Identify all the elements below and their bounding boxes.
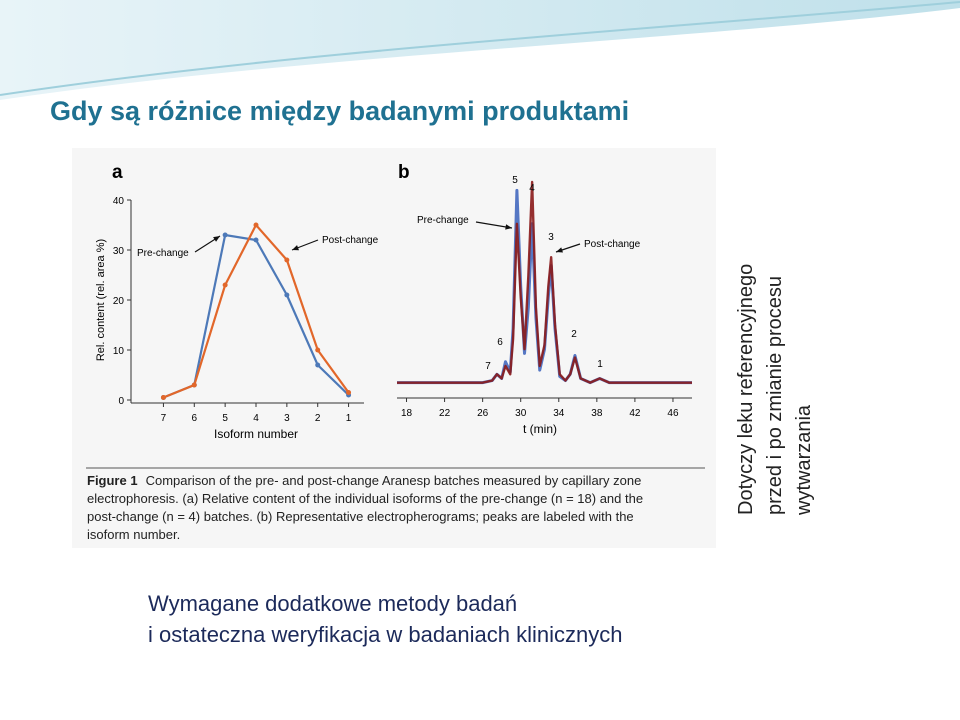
- arrow-head: [505, 224, 512, 230]
- caption-line: electrophoresis. (a) Relative content of…: [87, 491, 643, 506]
- legend-label: Post-change: [584, 239, 641, 250]
- peak-label: 5: [512, 175, 518, 186]
- side-note: Dotyczy leku referencyjnego: [735, 264, 757, 515]
- x-tick-label: 7: [161, 413, 167, 424]
- figure-bg: [72, 148, 716, 548]
- peak-label: 7: [485, 361, 491, 372]
- point: [191, 382, 197, 388]
- y-tick-label: 40: [113, 196, 125, 207]
- x-tick-label: 3: [284, 413, 290, 424]
- point: [253, 222, 259, 228]
- peak-label: 3: [548, 232, 554, 243]
- x-tick-label: 46: [667, 408, 679, 419]
- caption-line: isoform number.: [87, 527, 180, 542]
- side-note: wytwarzania: [793, 404, 815, 516]
- peak-label: 4: [529, 183, 535, 194]
- point: [284, 292, 290, 298]
- arrow-head: [556, 247, 563, 253]
- y-tick-label: 10: [113, 346, 125, 357]
- panel-label: b: [398, 162, 410, 183]
- x-tick-label: 1: [346, 413, 352, 424]
- footer-text: Wymagane dodatkowe metody badań: [148, 591, 517, 616]
- y-tick-label: 30: [113, 246, 125, 257]
- point: [315, 347, 321, 353]
- x-tick-label: 6: [192, 413, 198, 424]
- x-tick-label: 42: [629, 408, 641, 419]
- point: [222, 232, 228, 238]
- point: [253, 237, 259, 243]
- caption-label: Figure 1: [87, 473, 138, 488]
- x-axis-label: Isoform number: [214, 427, 298, 441]
- x-axis-label: t (min): [523, 422, 557, 436]
- point: [284, 257, 290, 263]
- x-tick-label: 30: [515, 408, 527, 419]
- y-axis-label: Rel. content (rel. area %): [95, 239, 107, 361]
- arrow-head: [292, 245, 299, 251]
- x-tick-label: 34: [553, 408, 565, 419]
- x-tick-label: 26: [477, 408, 489, 419]
- x-tick-label: 38: [591, 408, 603, 419]
- x-tick-label: 2: [315, 413, 321, 424]
- panel-label: a: [112, 162, 123, 183]
- legend-label: Pre-change: [137, 248, 189, 259]
- legend-label: Post-change: [322, 235, 379, 246]
- trace-line: [397, 180, 692, 384]
- x-tick-label: 5: [222, 413, 228, 424]
- y-tick-label: 20: [113, 296, 125, 307]
- peak-label: 1: [597, 359, 603, 370]
- peak-label: 6: [497, 337, 503, 348]
- x-tick-label: 18: [401, 408, 413, 419]
- header-wave: [0, 0, 960, 100]
- caption-line: Comparison of the pre- and post-change A…: [146, 473, 642, 488]
- caption: Figure 1 Comparison of the pre- and post-…: [87, 473, 641, 488]
- point: [346, 390, 352, 395]
- footer-text: i ostateczna weryfikacja w badaniach kli…: [148, 622, 622, 647]
- point: [315, 362, 321, 368]
- slide-title: Gdy są różnice między badanymi produktam…: [50, 96, 629, 126]
- x-tick-label: 22: [439, 408, 451, 419]
- arrow-head: [213, 236, 220, 242]
- point: [222, 282, 228, 288]
- caption-line: post-change (n = 4) batches. (b) Represe…: [87, 509, 634, 524]
- side-note: przed i po zmianie procesu: [764, 276, 786, 515]
- x-tick-label: 4: [253, 413, 259, 424]
- point: [160, 395, 166, 400]
- peak-label: 2: [571, 329, 577, 340]
- y-tick-label: 0: [118, 396, 124, 407]
- header-line: [0, 1, 960, 96]
- legend-label: Pre-change: [417, 215, 469, 226]
